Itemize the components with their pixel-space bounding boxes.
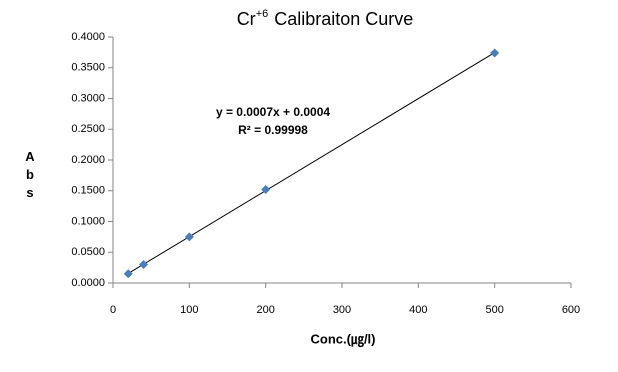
point xyxy=(139,260,149,270)
y-tick-label: 0.0000 xyxy=(71,277,105,289)
title-part: Calibraiton Curve xyxy=(274,9,413,29)
title-part: Cr xyxy=(237,9,256,29)
x-tick-label: 400 xyxy=(409,304,427,316)
point xyxy=(184,232,194,242)
point xyxy=(490,48,500,58)
y-label-letter: A xyxy=(25,149,35,164)
y-tick-label: 0.2500 xyxy=(71,123,105,135)
y-tick-label: 0.3000 xyxy=(71,92,105,104)
x-tick-label: 0 xyxy=(110,304,116,316)
x-tick-label: 200 xyxy=(256,304,274,316)
y-label-letter: s xyxy=(26,185,33,200)
y-tick-label: 0.1000 xyxy=(71,215,105,227)
y-tick-label: 0.0500 xyxy=(71,246,105,258)
equation: y = 0.0007x + 0.0004 xyxy=(216,105,330,119)
x-tick-label: 600 xyxy=(562,304,580,316)
r-squared: R² = 0.99998 xyxy=(238,123,308,137)
x-tick-label: 100 xyxy=(180,304,198,316)
title-superscript: +6 xyxy=(256,8,269,20)
y-tick-label: 0.4000 xyxy=(71,31,105,43)
y-tick-label: 0.3500 xyxy=(71,62,105,74)
x-axis-label: Conc.(㎍/l) xyxy=(311,331,376,348)
y-tick-label: 0.2000 xyxy=(71,154,105,166)
point xyxy=(123,269,133,279)
trendline xyxy=(128,52,495,274)
x-tick-label: 300 xyxy=(333,304,351,316)
x-tick-label: 500 xyxy=(485,304,503,316)
y-tick-label: 0.1500 xyxy=(71,185,105,197)
point xyxy=(261,185,271,195)
chart-title: Cr+6 Calibraiton Curve xyxy=(237,8,414,29)
y-label-letter: b xyxy=(26,167,34,182)
